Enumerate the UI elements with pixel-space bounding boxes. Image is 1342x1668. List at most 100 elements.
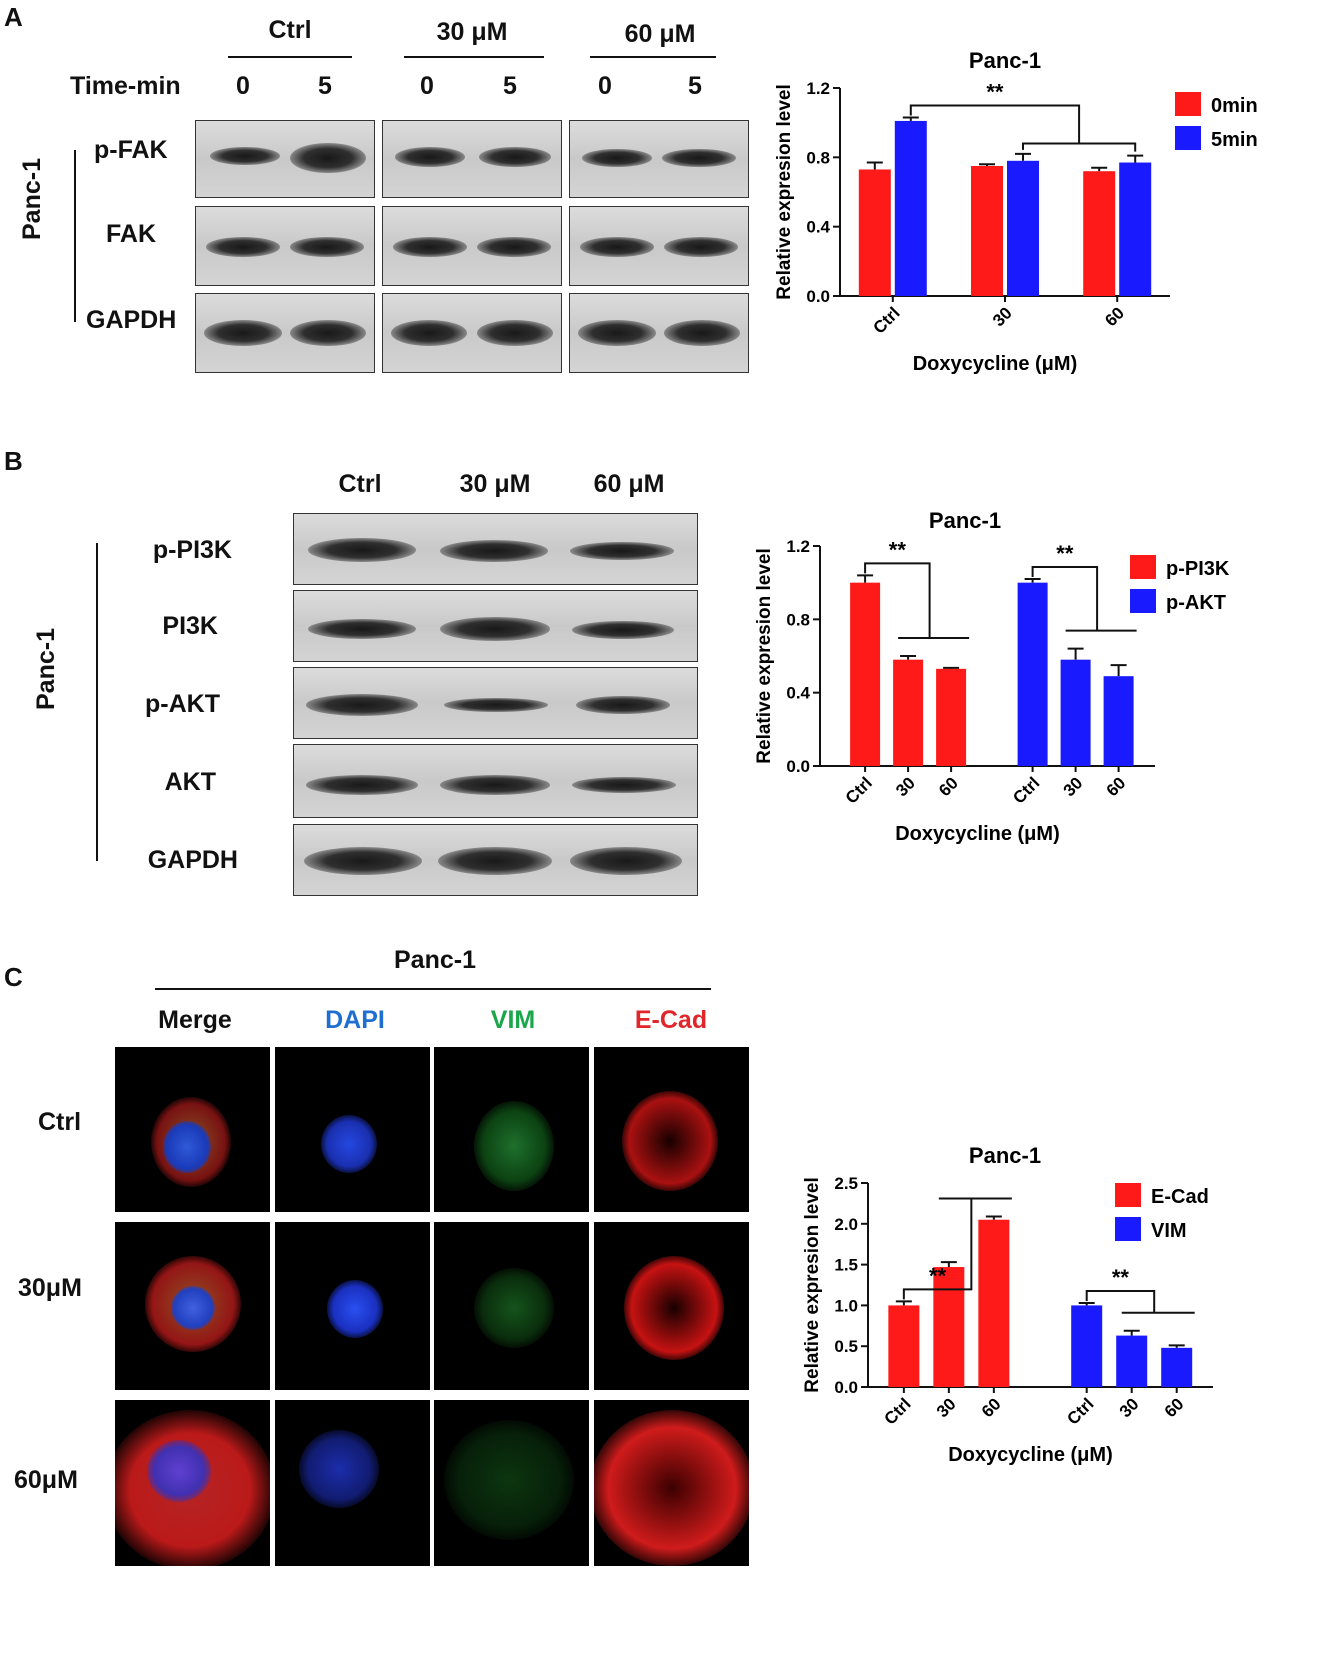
y-tick-label: 0.4 [806, 218, 830, 237]
y-axis-label: Relative expresion level [754, 548, 775, 763]
row-label-30: 30μM [18, 1274, 82, 1302]
x-tick-label: 60 [935, 773, 962, 800]
protein-label-gapdh: GAPDH [86, 306, 177, 334]
bar [858, 169, 891, 296]
protein-label-gapdh: GAPDH [147, 846, 238, 874]
bar [894, 120, 927, 296]
legend-swatch [1115, 1183, 1141, 1207]
blot-gapdh-ctrl [195, 293, 375, 373]
micrograph-e-cad-ctrl [594, 1047, 749, 1212]
protein-label-p-akt: p-AKT [145, 690, 220, 718]
y-tick-label: 1.2 [786, 537, 810, 556]
y-tick-label: 2.5 [834, 1174, 858, 1193]
bar-chart-p-fak: Panc-1 0.0 0.4 0.8 1.2 Relative expresion lev… [774, 48, 1258, 375]
significance-marker: ** [1112, 1265, 1130, 1290]
bar [1116, 1335, 1148, 1387]
time-value: 0 [236, 72, 250, 100]
column-label-dapi: DAPI [325, 1006, 385, 1034]
panel-label-b: B [4, 446, 23, 476]
bar [888, 1305, 920, 1387]
x-tick-label: 30 [989, 303, 1016, 330]
bar [1119, 162, 1152, 296]
micrograph-dapi-30 [275, 1222, 430, 1390]
micrograph-e-cad-60 [594, 1400, 749, 1566]
legend-label: 5min [1211, 129, 1258, 151]
microscopy-header: Panc-1 [394, 946, 476, 974]
significance-bracket [1031, 566, 1099, 631]
legend-label: p-PI3K [1166, 558, 1230, 580]
significance-bracket [902, 1198, 973, 1300]
group-label-ctrl: Ctrl [268, 16, 312, 44]
column-label-vim: VIM [490, 1006, 536, 1034]
x-tick-label: Ctrl [869, 303, 903, 337]
group-label-30: 30 μM [459, 470, 531, 498]
y-tick-label: 2.0 [834, 1215, 858, 1234]
significance-bracket [864, 562, 931, 638]
x-tick-label: 30 [892, 773, 919, 800]
legend-swatch [1130, 555, 1156, 579]
time-label: Time-min [70, 72, 181, 100]
blot-gapdh-30 [382, 293, 562, 373]
significance-marker: ** [986, 79, 1004, 104]
significance-marker: ** [1056, 541, 1074, 566]
x-tick-label: 60 [1103, 773, 1130, 800]
significance-marker: ** [889, 537, 907, 562]
legend-swatch [1130, 589, 1156, 613]
group-label-60: 60 μM [624, 20, 696, 48]
bar [933, 1267, 965, 1387]
blot-p-pi3k [293, 513, 698, 585]
blot-p-fak-60 [569, 120, 749, 198]
x-tick-label: 60 [978, 1394, 1005, 1421]
significance-marker: ** [929, 1263, 947, 1288]
panel-label-a: A [4, 2, 23, 32]
x-tick-label: 30 [1060, 773, 1087, 800]
column-label-merge: Merge [158, 1006, 232, 1034]
bar [978, 1219, 1010, 1387]
y-tick-label: 1.2 [806, 79, 830, 98]
blot-gapdh-60 [569, 293, 749, 373]
x-tick-label: Ctrl [1009, 773, 1043, 807]
row-label-60: 60μM [14, 1466, 78, 1494]
x-tick-label: 30 [1116, 1394, 1143, 1421]
bar [1060, 659, 1091, 766]
legend-label: VIM [1151, 1220, 1187, 1242]
bar [893, 659, 924, 766]
bar [1161, 1347, 1193, 1387]
legend-swatch [1175, 92, 1201, 116]
group-label-30: 30 μM [436, 18, 508, 46]
blot-akt [293, 744, 698, 818]
blot-p-fak-30 [382, 120, 562, 198]
legend-swatch [1115, 1217, 1141, 1241]
y-axis-label: Relative expresion level [802, 1177, 823, 1392]
bracket-line [96, 543, 98, 861]
blot-gapdh [293, 824, 698, 896]
bar [1103, 676, 1134, 766]
group-underline [404, 56, 544, 58]
bar-chart-p-pi3k-p-akt: Panc-1 0.0 0.4 0.8 1.2 Relative expresion lev… [754, 508, 1230, 845]
cell-line-label: Panc-1 [32, 628, 60, 710]
micrograph-vim-30 [434, 1222, 589, 1390]
micrograph-merge-ctrl [115, 1047, 270, 1212]
group-label-ctrl: Ctrl [338, 470, 382, 498]
bar [936, 668, 967, 766]
group-underline [228, 56, 352, 58]
y-tick-label: 0.5 [834, 1337, 858, 1356]
significance-bracket [909, 104, 1081, 144]
significance-bracket [1085, 1289, 1156, 1313]
row-label-ctrl: Ctrl [38, 1108, 82, 1136]
y-tick-label: 0.0 [786, 757, 810, 776]
blot-pi3k [293, 590, 698, 662]
y-tick-label: 0.0 [806, 287, 830, 306]
protein-label-p-pi3k: p-PI3K [152, 536, 232, 564]
blot-fak-30 [382, 206, 562, 286]
blot-fak-ctrl [195, 206, 375, 286]
blot-p-fak-ctrl [195, 120, 375, 198]
x-axis-label: Doxycycline (μM) [913, 353, 1078, 375]
legend-label: 0min [1211, 95, 1258, 117]
micrograph-merge-30 [115, 1222, 270, 1390]
x-axis-label: Doxycycline (μM) [895, 823, 1060, 845]
protein-label-p-fak: p-FAK [94, 136, 168, 164]
time-value: 0 [420, 72, 434, 100]
x-tick-label: Ctrl [881, 1394, 915, 1428]
blot-fak-60 [569, 206, 749, 286]
